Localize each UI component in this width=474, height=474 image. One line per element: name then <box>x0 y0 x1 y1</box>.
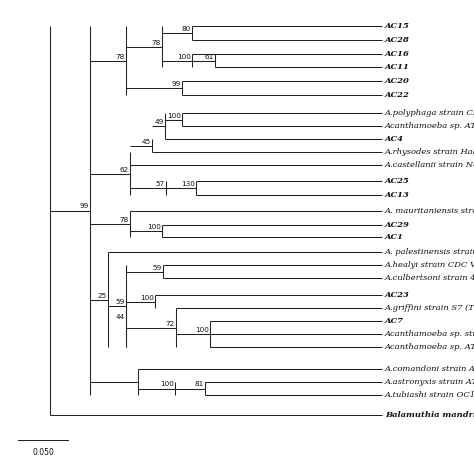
Text: AC11: AC11 <box>385 63 410 71</box>
Text: AC16: AC16 <box>385 50 410 58</box>
Text: A.griffini strain S7 (T3): A.griffini strain S7 (T3) <box>385 304 474 312</box>
Text: 59: 59 <box>116 299 125 305</box>
Text: 0.050: 0.050 <box>32 448 54 457</box>
Text: 78: 78 <box>120 217 129 223</box>
Text: 78: 78 <box>116 54 125 60</box>
Text: A.comandoni strain ATCC 30135 (T9): A.comandoni strain ATCC 30135 (T9) <box>385 365 474 373</box>
Text: AC25: AC25 <box>385 177 410 185</box>
Text: A.culbertsoni strain 409C (T10): A.culbertsoni strain 409C (T10) <box>385 274 474 282</box>
Text: 78: 78 <box>152 39 161 46</box>
Text: A.rhysodes strain Haas BCM 85-6-116: A.rhysodes strain Haas BCM 85-6-116 <box>385 148 474 156</box>
Text: 81: 81 <box>195 382 204 388</box>
Text: Acanthamoeba sp. strain OHSU M001 (T11): Acanthamoeba sp. strain OHSU M001 (T11) <box>385 330 474 338</box>
Text: 72: 72 <box>166 320 175 327</box>
Text: AC20: AC20 <box>385 77 410 85</box>
Text: AC15: AC15 <box>385 22 410 30</box>
Text: AC7: AC7 <box>385 317 404 325</box>
Text: 100: 100 <box>177 54 191 60</box>
Text: A.tubiashi strain OC15C (T8): A.tubiashi strain OC15C (T8) <box>385 391 474 399</box>
Text: A.castellanii strain Neff/T4f: A.castellanii strain Neff/T4f <box>385 161 474 169</box>
Text: A. palestinensis strain Reich (T2): A. palestinensis strain Reich (T2) <box>385 248 474 256</box>
Text: 49: 49 <box>155 119 164 125</box>
Text: AC29: AC29 <box>385 221 410 229</box>
Text: AC4: AC4 <box>385 135 404 143</box>
Text: A.healyi strain CDC V013 (T12): A.healyi strain CDC V013 (T12) <box>385 261 474 269</box>
Text: 100: 100 <box>147 224 161 230</box>
Text: Acanthamoeba sp. ATCC 50496/T4b: Acanthamoeba sp. ATCC 50496/T4b <box>385 122 474 130</box>
Text: AC1: AC1 <box>385 233 404 241</box>
Text: A.polyphaga strain CDC V029/T4a: A.polyphaga strain CDC V029/T4a <box>385 109 474 117</box>
Text: 57: 57 <box>156 181 165 187</box>
Text: 44: 44 <box>116 314 125 320</box>
Text: 45: 45 <box>142 138 151 145</box>
Text: 59: 59 <box>153 264 162 271</box>
Text: A. mauritaniensis strain SAWE 94/4/T4d: A. mauritaniensis strain SAWE 94/4/T4d <box>385 207 474 215</box>
Text: 61: 61 <box>205 54 214 60</box>
Text: A.astronyxis strain ATCC 30137 (T7): A.astronyxis strain ATCC 30137 (T7) <box>385 378 474 386</box>
Text: 130: 130 <box>181 181 195 187</box>
Text: 100: 100 <box>195 327 209 333</box>
Text: 99: 99 <box>172 81 181 87</box>
Text: 80: 80 <box>182 26 191 32</box>
Text: 100: 100 <box>167 112 181 118</box>
Text: AC13: AC13 <box>385 191 410 199</box>
Text: 25: 25 <box>98 292 107 299</box>
Text: Acanthamoeba sp. ATCC 50494 (T1): Acanthamoeba sp. ATCC 50494 (T1) <box>385 343 474 351</box>
Text: 62: 62 <box>120 166 129 173</box>
Text: AC23: AC23 <box>385 291 410 299</box>
Text: 100: 100 <box>160 382 174 388</box>
Text: AC22: AC22 <box>385 91 410 99</box>
Text: 99: 99 <box>80 203 89 210</box>
Text: 100: 100 <box>140 294 154 301</box>
Text: Balamuthia mandrillaris isolate CDC:V630: Balamuthia mandrillaris isolate CDC:V630 <box>385 411 474 419</box>
Text: AC28: AC28 <box>385 36 410 44</box>
